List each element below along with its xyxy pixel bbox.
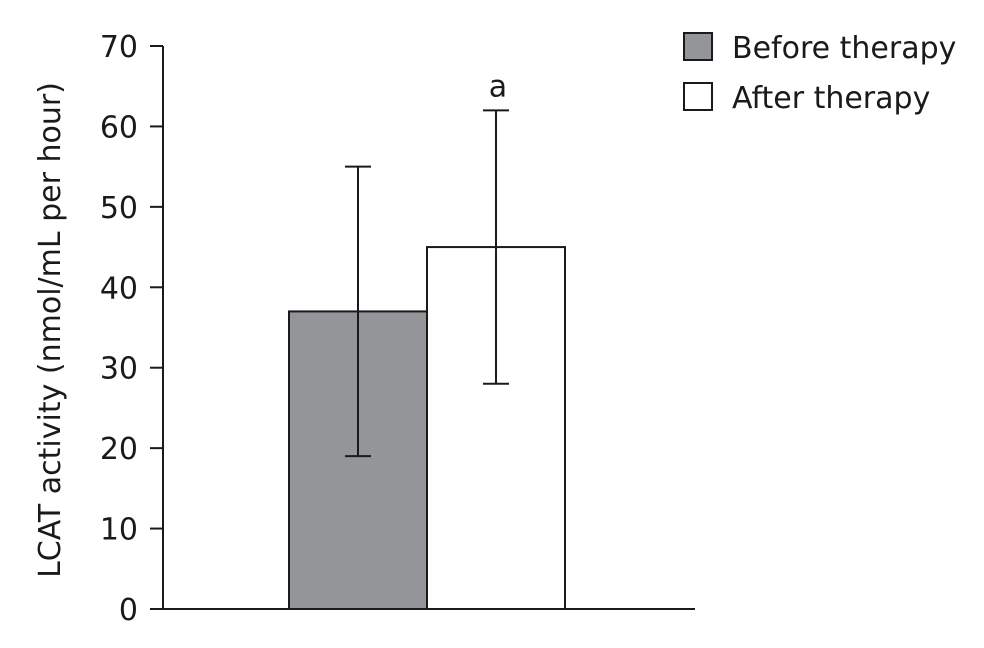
legend-swatch — [683, 32, 713, 61]
y-axis-title: LCAT activity (nmol/mL per hour) — [33, 82, 68, 578]
y-tick-label: 70 — [100, 30, 138, 65]
y-tick-label: 40 — [100, 271, 138, 306]
bars-group — [288, 246, 566, 610]
y-tick-label: 0 — [119, 593, 138, 628]
y-tick-label: 60 — [100, 110, 138, 145]
y-tick-label: 50 — [100, 191, 138, 226]
y-tick-label: 20 — [100, 432, 138, 467]
y-tick-label: 30 — [100, 352, 138, 387]
legend: Before therapy After therapy — [683, 31, 956, 116]
legend-label: Before therapy — [732, 31, 956, 66]
y-axis-ticks: 0 10 20 30 40 50 60 70 — [100, 30, 163, 628]
annotations-group: a — [489, 69, 507, 104]
significance-annotation: a — [489, 69, 507, 104]
error-bars-group — [345, 109, 509, 458]
legend-label: After therapy — [732, 81, 930, 116]
y-tick-label: 10 — [100, 513, 138, 548]
legend-swatch — [683, 82, 713, 111]
